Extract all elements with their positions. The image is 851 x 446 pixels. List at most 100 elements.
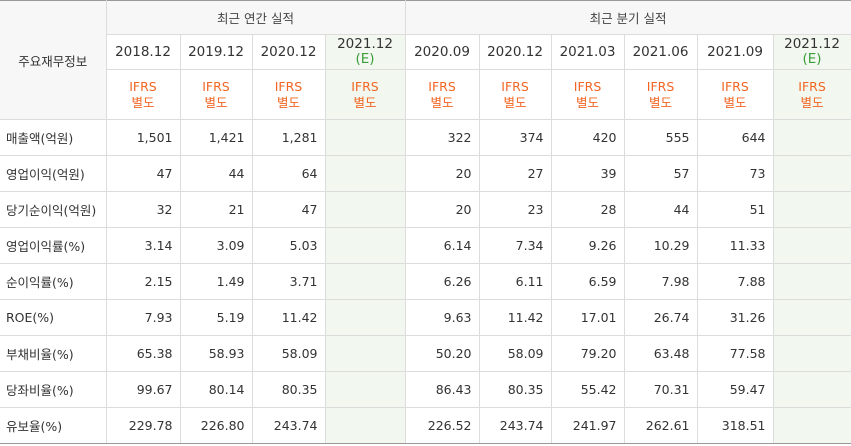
ifrs-label: IFRS: [428, 78, 456, 94]
quarter-value-cell: 262.61: [623, 407, 698, 444]
annual-value-cell: 1.49: [179, 263, 253, 300]
period-header: 2020.12: [251, 34, 326, 70]
period-header: 2021.03: [550, 34, 625, 70]
ifrs-label: IFRS: [798, 78, 826, 94]
ifrs-label: IFRS: [573, 78, 602, 94]
quarter-value-cell: 6.26: [404, 263, 480, 300]
quarter-group-header: 최근 분기 실적: [404, 0, 851, 35]
annual-value-cell: [324, 263, 406, 300]
quarter-value-cell: 51: [696, 191, 774, 228]
annual-value-cell: 1,421: [179, 119, 253, 156]
annual-value-cell: [324, 155, 406, 192]
quarter-value-cell: 644: [696, 119, 774, 156]
period-label: 2018.12: [115, 43, 171, 60]
annual-value-cell: [324, 371, 406, 408]
quarter-value-cell: 79.20: [550, 335, 625, 372]
annual-value-cell: 3.14: [105, 227, 181, 264]
row-label: 영업이익(억원): [0, 155, 107, 192]
table-row: 유보율(%) 229.78 226.80 243.74 226.52 243.74 241.…: [0, 407, 851, 444]
ifrs-label: IFRS: [646, 78, 675, 94]
quarter-value-cell: 73: [696, 155, 774, 192]
quarter-value-cell: 23: [478, 191, 552, 228]
annual-group-header: 최근 연간 실적: [105, 0, 406, 35]
annual-value-cell: 229.78: [105, 407, 181, 444]
quarter-value-cell: 20: [404, 155, 480, 192]
period-label: 2021.09: [707, 43, 763, 60]
annual-value-cell: 32: [105, 191, 181, 228]
annual-value-cell: 3.09: [179, 227, 253, 264]
quarter-value-cell: 80.35: [478, 371, 552, 408]
ifrs-basis-label: IFRS 별도: [772, 69, 851, 120]
annual-value-cell: 21: [179, 191, 253, 228]
period-label: 2021.06: [632, 43, 689, 60]
quarter-value-cell: 6.59: [550, 263, 625, 300]
annual-value-cell: 2.15: [105, 263, 181, 300]
table-row: 영업이익률(%) 3.14 3.09 5.03 6.14 7.34 9.26 10.29 11.…: [0, 227, 851, 264]
annual-value-cell: 47: [251, 191, 326, 228]
quarter-value-cell: 9.26: [550, 227, 625, 264]
annual-value-cell: 1,281: [251, 119, 326, 156]
ifrs-basis-label: IFRS 별도: [696, 69, 774, 120]
quarter-value-cell: 318.51: [696, 407, 774, 444]
ifrs-basis-label: IFRS 별도: [251, 69, 326, 120]
quarter-value-cell: 55.42: [550, 371, 625, 408]
row-label: 매출액(억원): [0, 119, 107, 156]
quarter-value-cell: 27: [478, 155, 552, 192]
annual-value-cell: 5.03: [251, 227, 326, 264]
annual-value-cell: 7.93: [105, 299, 181, 336]
row-header-label: 주요재무정보: [0, 0, 107, 120]
quarter-value-cell: 555: [623, 119, 698, 156]
row-label: 부채비율(%): [0, 335, 107, 372]
quarter-value-cell: 86.43: [404, 371, 480, 408]
table-row: 당기순이익(억원) 32 21 47 20 23 28 44 51: [0, 191, 851, 228]
estimate-marker: (E): [355, 51, 375, 67]
quarter-value-cell: 28: [550, 191, 625, 228]
period-label: 2019.12: [188, 43, 244, 60]
period-label: 2021.03: [559, 43, 616, 60]
period-header: 2020.12: [478, 34, 552, 70]
row-label: 영업이익률(%): [0, 227, 107, 264]
quarter-value-cell: 20: [404, 191, 480, 228]
annual-value-cell: 80.14: [179, 371, 253, 408]
annual-value-cell: [324, 407, 406, 444]
period-header: 2018.12: [105, 34, 181, 70]
period-header: 2020.09: [404, 34, 480, 70]
annual-value-cell: 47: [105, 155, 181, 192]
annual-value-cell: 65.38: [105, 335, 181, 372]
annual-value-cell: [324, 191, 406, 228]
ifrs-label: IFRS: [721, 78, 749, 94]
ifrs-basis-label: IFRS 별도: [105, 69, 181, 120]
annual-value-cell: [324, 119, 406, 156]
annual-value-cell: [324, 227, 406, 264]
separate-label: 별도: [649, 94, 673, 110]
quarter-value-cell: [772, 263, 851, 300]
quarter-value-cell: 11.42: [478, 299, 552, 336]
quarter-value-cell: 57: [623, 155, 698, 192]
annual-value-cell: 226.80: [179, 407, 253, 444]
ifrs-basis-label: IFRS 별도: [623, 69, 698, 120]
quarter-value-cell: 374: [478, 119, 552, 156]
quarter-value-cell: 58.09: [478, 335, 552, 372]
annual-value-cell: 5.19: [179, 299, 253, 336]
quarter-value-cell: 77.58: [696, 335, 774, 372]
table-row: 매출액(억원) 1,501 1,421 1,281 322 374 420 555 644: [0, 119, 851, 156]
separate-label: 별도: [723, 94, 747, 110]
period-label: 2021.12: [337, 36, 393, 52]
quarter-value-cell: 11.33: [696, 227, 774, 264]
ifrs-basis-label: IFRS 별도: [324, 69, 406, 120]
row-label: 순이익률(%): [0, 263, 107, 300]
period-label: 2020.12: [260, 43, 317, 60]
annual-value-cell: 243.74: [251, 407, 326, 444]
annual-value-cell: [324, 299, 406, 336]
ifrs-basis-label: IFRS 별도: [404, 69, 480, 120]
annual-value-cell: 99.67: [105, 371, 181, 408]
quarter-value-cell: 70.31: [623, 371, 698, 408]
ifrs-label: IFRS: [351, 78, 379, 94]
quarter-value-cell: 26.74: [623, 299, 698, 336]
period-label: 2020.12: [487, 43, 543, 60]
row-label: ROE(%): [0, 299, 107, 336]
quarter-value-cell: 31.26: [696, 299, 774, 336]
quarter-value-cell: 50.20: [404, 335, 480, 372]
quarter-value-cell: 226.52: [404, 407, 480, 444]
